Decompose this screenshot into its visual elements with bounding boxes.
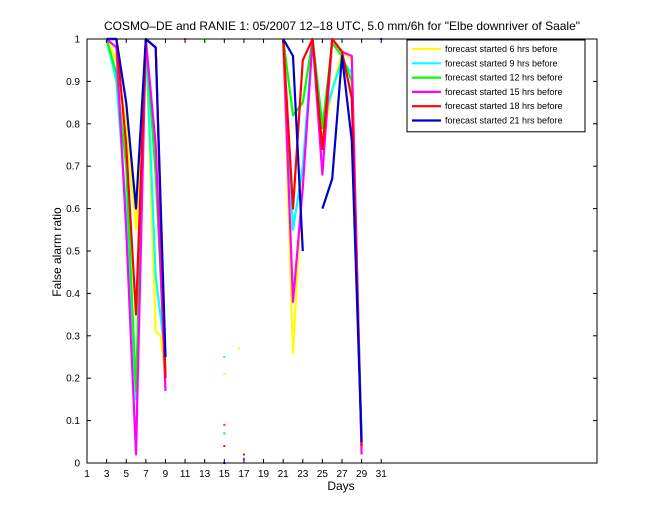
legend-label: forecast started 9 hrs before bbox=[445, 58, 558, 68]
x-tick-label: 25 bbox=[317, 469, 329, 480]
series-layer bbox=[105, 37, 383, 464]
y-tick-label: 0.6 bbox=[66, 204, 80, 215]
x-tick-label: 27 bbox=[336, 469, 348, 480]
legend-label: forecast started 6 hrs before bbox=[445, 44, 558, 54]
x-tick-label: 31 bbox=[376, 469, 388, 480]
legend-label: forecast started 12 hrs before bbox=[445, 73, 563, 83]
y-tick-label: 1 bbox=[74, 35, 80, 46]
y-tick-label: 0.3 bbox=[66, 331, 80, 342]
legend-label: forecast started 18 hrs before bbox=[445, 101, 563, 111]
x-tick-label: 5 bbox=[123, 469, 129, 480]
series-6-line bbox=[321, 54, 363, 442]
series-5-line bbox=[282, 37, 363, 447]
y-tick-label: 0.1 bbox=[66, 416, 80, 427]
series-4-line bbox=[282, 37, 363, 455]
legend-box bbox=[406, 39, 586, 133]
x-tick-label: 19 bbox=[258, 469, 270, 480]
x-tick-label: 29 bbox=[356, 469, 368, 480]
legend-label: forecast started 15 hrs before bbox=[445, 87, 563, 97]
y-tick-label: 0.9 bbox=[66, 77, 80, 88]
x-tick-label: 17 bbox=[238, 469, 250, 480]
x-tick-label: 9 bbox=[163, 469, 169, 480]
x-axis-title: Days bbox=[327, 479, 354, 493]
series-6 bbox=[106, 37, 383, 464]
y-axis-title: False alarm ratio bbox=[50, 207, 64, 297]
y-tick-label: 0.5 bbox=[66, 247, 80, 258]
y-tick-label: 0.8 bbox=[66, 119, 80, 130]
x-tick-label: 11 bbox=[180, 469, 191, 480]
x-tick-label: 1 bbox=[84, 469, 90, 480]
x-tick-label: 21 bbox=[278, 469, 290, 480]
series-6-line bbox=[282, 38, 304, 252]
legend-label: forecast started 21 hrs before bbox=[445, 116, 563, 126]
x-tick-label: 13 bbox=[199, 469, 211, 480]
y-tick-label: 0.7 bbox=[66, 162, 80, 173]
axes: 1 3 5 7 9 11 13 15 17 19 21 23 25 27 29 3100.10.20.30.4… bbox=[66, 35, 597, 480]
x-tick-label: 15 bbox=[219, 469, 231, 480]
x-tick-label: 3 bbox=[104, 469, 110, 480]
legend: forecast started 6 hrs before forecast st… bbox=[406, 39, 586, 133]
y-tick-label: 0.2 bbox=[66, 374, 80, 385]
series-3-line bbox=[105, 37, 167, 392]
y-tick-label: 0 bbox=[74, 459, 80, 470]
x-tick-label: 23 bbox=[297, 469, 309, 480]
y-tick-label: 0.4 bbox=[66, 289, 80, 300]
x-tick-label: 7 bbox=[143, 469, 149, 480]
series-6-line bbox=[106, 37, 167, 358]
chart-title: COSMO–DE and RANIE 1: 05/2007 12–18 UTC,… bbox=[104, 19, 580, 33]
